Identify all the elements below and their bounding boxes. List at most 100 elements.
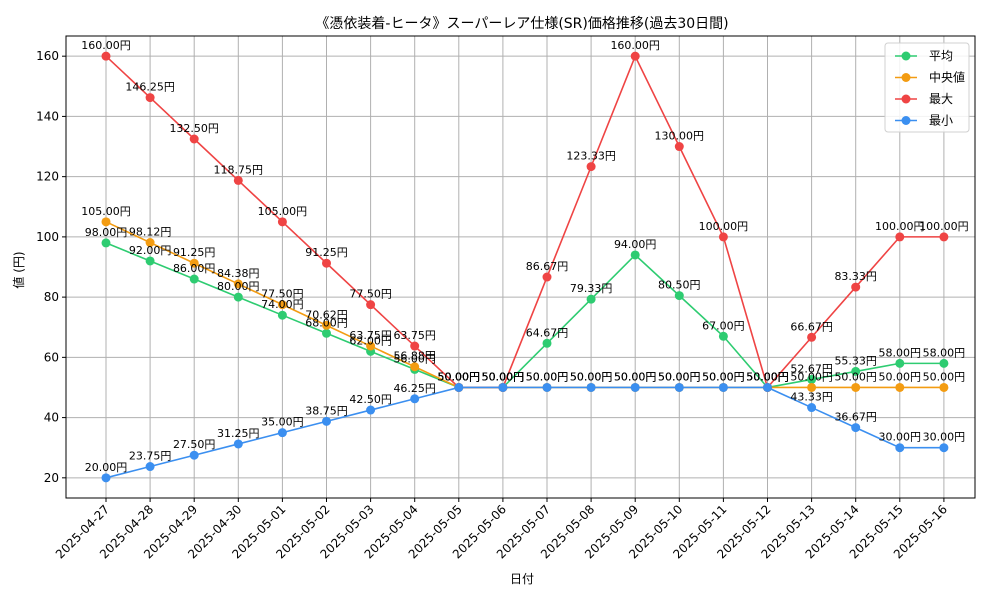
data-point <box>189 258 199 268</box>
legend-entry: 中央値 <box>929 70 965 85</box>
data-label: 83.33円 <box>834 270 877 283</box>
data-label: 38.75円 <box>305 404 348 417</box>
data-label: 98.12円 <box>129 226 172 239</box>
y-axis-label: 値 (円) <box>11 251 26 288</box>
chart-title: 《憑依装着-ヒータ》スーパーレア仕様(SR)価格推移(過去30日間) <box>315 16 728 32</box>
series-group <box>101 51 949 483</box>
data-point <box>895 232 905 242</box>
series-line <box>105 54 944 390</box>
data-label: 100.00円 <box>919 220 969 233</box>
y-tick-label: 40 <box>44 411 59 425</box>
data-point <box>366 300 376 310</box>
data-label: 63.75円 <box>393 329 436 342</box>
data-point <box>145 462 155 472</box>
data-point <box>277 217 287 227</box>
data-point <box>189 274 199 284</box>
data-label: 105.00円 <box>81 205 131 218</box>
data-label: 50.00円 <box>482 370 525 383</box>
data-label: 84.38円 <box>217 267 260 280</box>
legend-marker <box>901 116 911 125</box>
legend-box <box>884 42 970 133</box>
data-point <box>542 272 552 282</box>
data-label: 77.50円 <box>349 288 392 301</box>
data-label: 92.00円 <box>129 244 172 257</box>
data-label: 50.00円 <box>482 370 525 383</box>
data-label: 50.00円 <box>438 370 481 383</box>
data-label: 130.00円 <box>655 130 705 143</box>
y-tick-label: 80 <box>44 290 59 304</box>
data-point <box>366 341 376 351</box>
data-point <box>674 291 684 301</box>
data-point <box>939 232 949 242</box>
data-label: 74.00円 <box>261 298 304 311</box>
data-point <box>939 382 949 392</box>
data-label: 80.50円 <box>658 279 701 292</box>
data-point <box>895 358 905 368</box>
data-label: 50.00円 <box>658 370 701 383</box>
y-tick-label: 20 <box>44 471 59 485</box>
data-label: 50.00円 <box>702 370 745 383</box>
data-point <box>763 382 772 392</box>
data-point <box>410 362 420 372</box>
data-label: 50.00円 <box>438 370 481 383</box>
data-point <box>145 256 155 266</box>
data-point <box>542 338 552 348</box>
data-label: 31.25円 <box>217 427 260 440</box>
y-tick-label: 140 <box>36 109 59 123</box>
data-label: 66.67円 <box>790 320 833 333</box>
data-labels: 98.00円92.00円86.00円80.00円74.00円68.00円62.0… <box>81 39 968 474</box>
data-point <box>630 382 640 392</box>
data-point <box>939 358 949 368</box>
legend-marker <box>901 94 911 104</box>
data-label: 23.75円 <box>129 450 172 463</box>
data-point <box>630 250 640 260</box>
data-label: 50.00円 <box>526 370 569 383</box>
data-label: 98.00円 <box>85 226 128 239</box>
data-point <box>586 382 596 392</box>
data-label: 146.25円 <box>125 81 175 94</box>
data-label: 50.00円 <box>438 370 481 383</box>
data-point <box>807 382 817 392</box>
data-point <box>674 142 684 152</box>
data-point <box>851 423 861 433</box>
data-point <box>277 300 287 310</box>
legend-entry: 最大 <box>929 92 953 106</box>
data-point <box>366 405 376 415</box>
data-label: 50.00円 <box>482 370 525 383</box>
data-point <box>718 331 728 341</box>
data-label: 50.00円 <box>746 370 789 383</box>
data-label: 68.00円 <box>305 316 348 329</box>
data-label: 55.33円 <box>834 354 877 367</box>
data-point <box>939 443 949 453</box>
series-line <box>105 242 944 389</box>
data-label: 91.25円 <box>305 246 348 259</box>
data-point <box>851 282 861 292</box>
data-label: 50.00円 <box>834 370 877 383</box>
data-label: 86.67円 <box>526 260 569 273</box>
data-label: 50.00円 <box>658 370 701 383</box>
data-point <box>851 382 861 392</box>
data-label: 118.75円 <box>214 163 264 176</box>
data-label: 79.33円 <box>570 282 613 295</box>
data-label: 70.62円 <box>305 308 348 321</box>
data-point <box>895 382 905 392</box>
data-point <box>233 175 243 185</box>
data-label: 42.50円 <box>349 393 392 406</box>
data-point <box>322 416 331 426</box>
legend-marker <box>901 73 911 82</box>
data-point <box>145 238 155 248</box>
data-label: 50.00円 <box>438 370 481 383</box>
data-label: 30.00円 <box>879 431 922 444</box>
data-point <box>630 51 640 61</box>
data-point <box>233 439 243 449</box>
data-label: 160.00円 <box>610 39 660 52</box>
data-label: 50.00円 <box>790 370 833 383</box>
legend-entry: 平均 <box>929 49 953 63</box>
data-label: 50.00円 <box>570 370 613 383</box>
data-point <box>718 232 728 242</box>
data-point <box>233 279 243 289</box>
y-tick-label: 60 <box>44 350 59 364</box>
data-point <box>410 341 420 351</box>
